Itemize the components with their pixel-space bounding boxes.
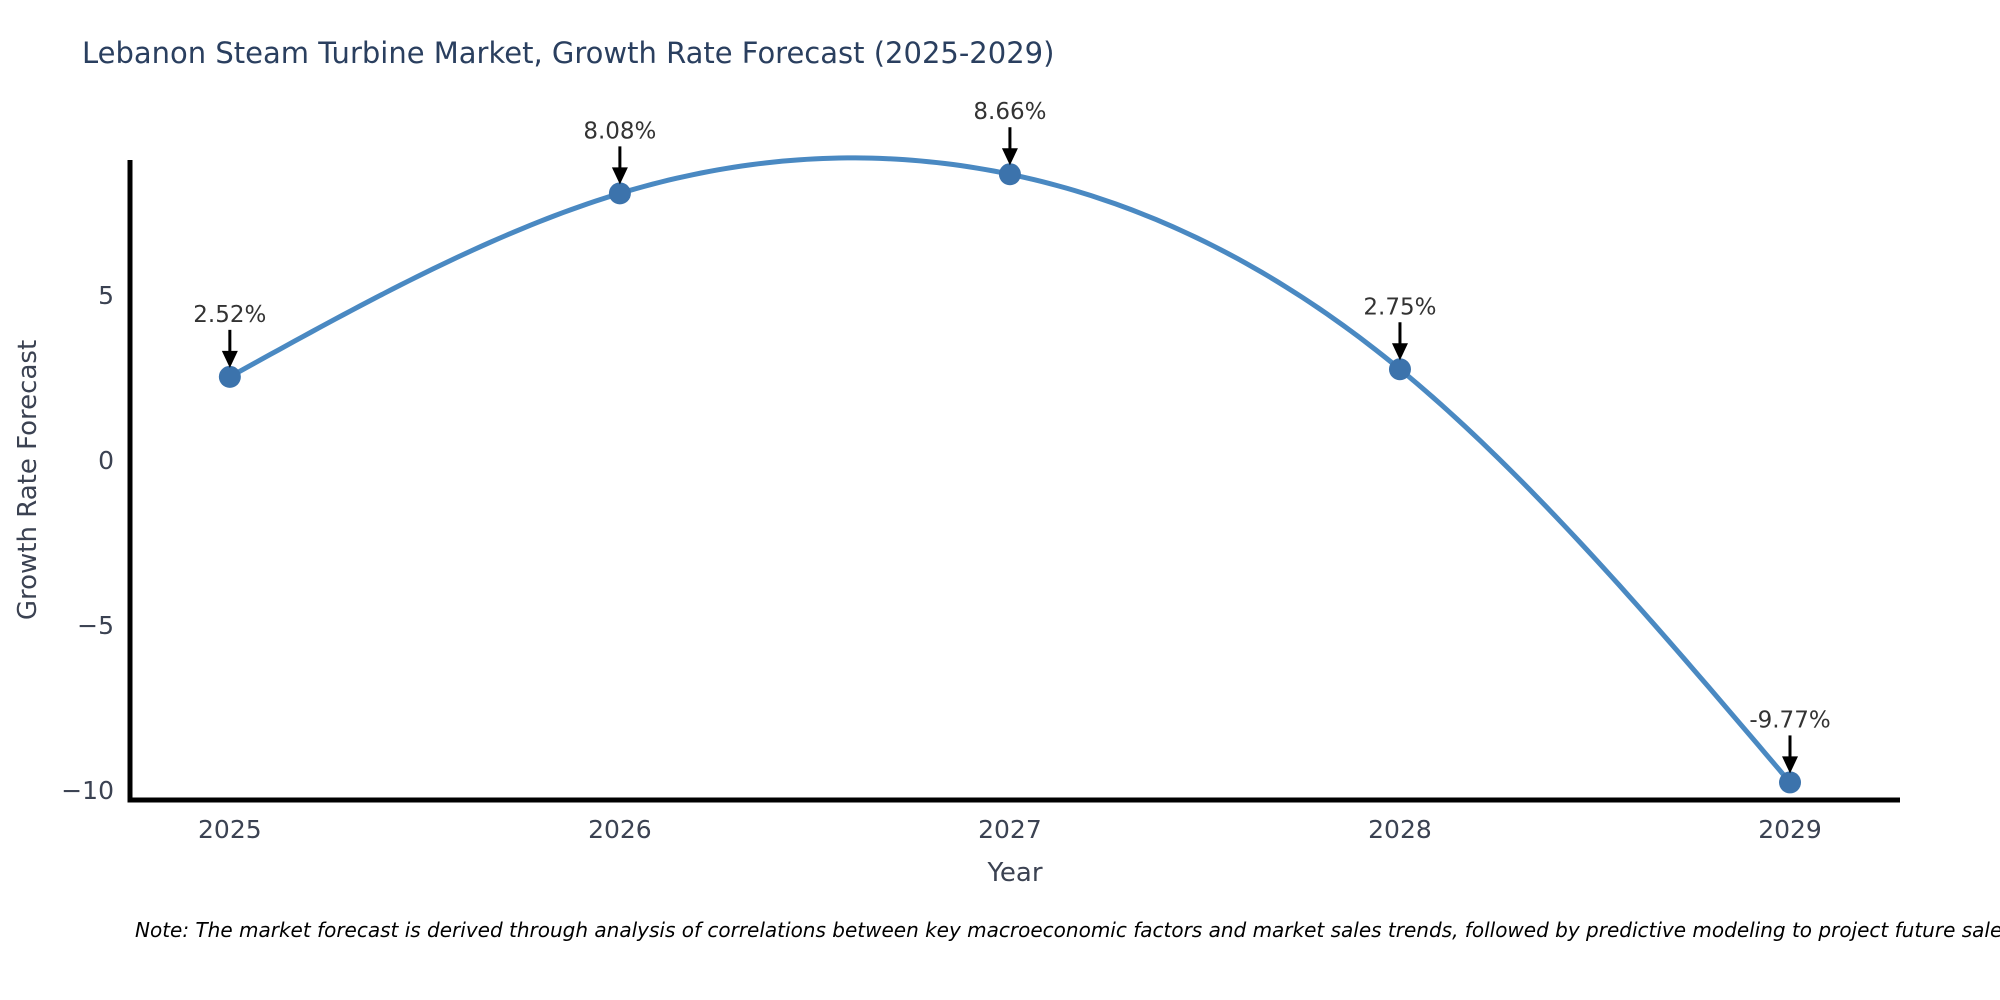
y-tick-label: −10 [61, 776, 114, 805]
y-tick-label: 0 [98, 446, 114, 475]
y-axis-label: Growth Rate Forecast [13, 339, 43, 621]
data-point-label: 8.66% [973, 99, 1046, 125]
data-point-marker [998, 163, 1021, 186]
x-tick-label: 2026 [588, 815, 652, 844]
data-point-label: 2.52% [193, 302, 266, 328]
x-tick-label: 2025 [198, 815, 262, 844]
x-axis-label: Year [987, 858, 1043, 888]
annotation-arrowhead [221, 350, 238, 368]
data-point-marker [1388, 358, 1411, 381]
annotation-arrowhead [1782, 756, 1799, 774]
x-tick-label: 2028 [1368, 815, 1432, 844]
y-tick-label: −5 [77, 611, 114, 640]
chart-footnote: Note: The market forecast is derived thr… [135, 918, 2000, 942]
x-tick-label: 2027 [978, 815, 1042, 844]
data-point-label: 8.08% [583, 118, 656, 144]
annotation-arrowhead [611, 167, 628, 185]
data-point-marker [608, 182, 631, 205]
y-tick-label: 5 [98, 281, 114, 310]
data-point-label: 2.75% [1363, 294, 1436, 320]
forecast-line [227, 155, 1793, 785]
data-point-label: -9.77% [1749, 707, 1830, 733]
data-point-marker [218, 365, 241, 388]
annotation-arrowhead [1391, 343, 1408, 361]
x-tick-label: 2029 [1758, 815, 1822, 844]
chart-title: Lebanon Steam Turbine Market, Growth Rat… [82, 36, 1055, 70]
annotation-arrowhead [1001, 148, 1018, 166]
data-point-marker [1779, 771, 1802, 794]
